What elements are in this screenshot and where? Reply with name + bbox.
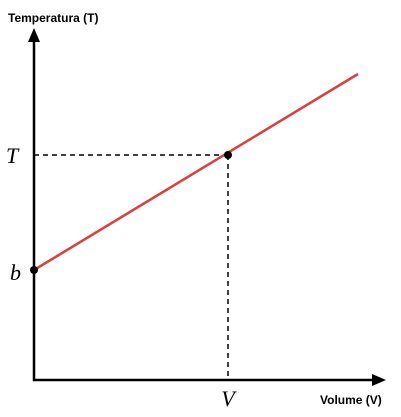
y-axis-label: Temperatura (T) — [8, 11, 98, 25]
x-axis-label: Volume (V) — [320, 393, 382, 407]
x-axis-arrow — [372, 374, 386, 386]
intercept-point — [30, 266, 38, 274]
y-axis-arrow — [28, 28, 40, 42]
intercept-label: b — [10, 260, 21, 285]
temperature-label: T — [6, 143, 20, 168]
point — [224, 151, 232, 159]
volume-label: V — [221, 386, 237, 411]
linear-relation — [33, 72, 359, 272]
